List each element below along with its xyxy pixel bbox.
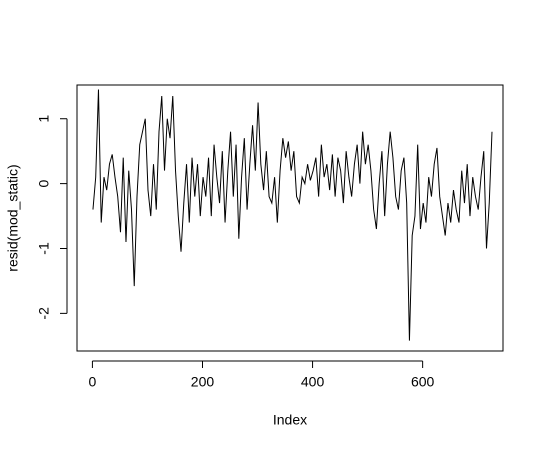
x-tick-label: 200 xyxy=(191,374,215,390)
x-tick-label: 400 xyxy=(301,374,325,390)
x-axis-label: Index xyxy=(273,412,307,428)
y-tick-label: 0 xyxy=(36,180,52,188)
y-tick-label: 1 xyxy=(36,115,52,123)
y-axis-label: resid(mod_static) xyxy=(5,164,21,271)
x-tick-label: 0 xyxy=(89,374,97,390)
y-tick-label: -1 xyxy=(36,242,52,255)
series-line xyxy=(92,89,493,341)
y-tick-label: -2 xyxy=(36,307,52,320)
plot-box xyxy=(76,84,504,352)
x-tick-label: 600 xyxy=(411,374,435,390)
